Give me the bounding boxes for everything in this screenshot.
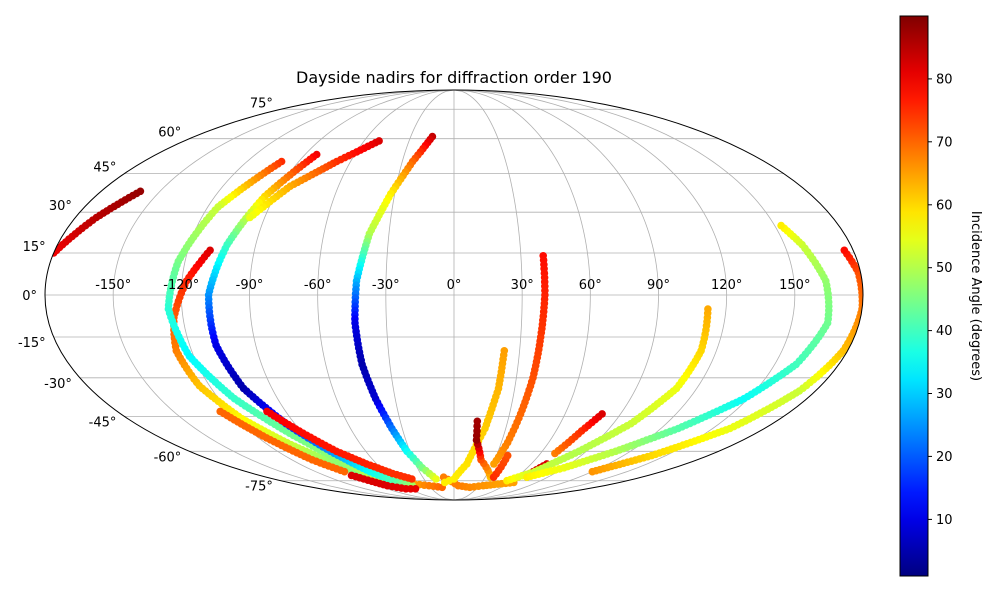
data-point xyxy=(500,347,509,355)
x-tick-label: -90° xyxy=(236,278,264,293)
data-point xyxy=(777,221,785,230)
y-tick-label: -15° xyxy=(18,336,46,351)
data-point xyxy=(704,305,712,313)
y-tick-label: 15° xyxy=(23,240,46,255)
colorbar-tick-label: 30 xyxy=(936,387,953,402)
data-point xyxy=(411,485,420,493)
x-tick-labels: -150° -120° -90° -60° -30° 0° 30° 60° 90° 120° 150… xyxy=(95,278,810,293)
colorbar-label: Incidence Angle (degrees) xyxy=(968,211,983,381)
y-tick-label: -30° xyxy=(44,377,72,392)
colorbar-tick-label: 10 xyxy=(936,513,953,528)
data-point xyxy=(598,410,606,418)
data-points xyxy=(49,132,863,493)
colorbar-gradient xyxy=(899,15,929,577)
y-tick-label: 75° xyxy=(250,96,273,111)
x-tick-label: 60° xyxy=(579,278,602,293)
x-tick-label: -150° xyxy=(95,278,131,293)
x-tick-label: 30° xyxy=(511,278,534,293)
colorbar-tick-label: 80 xyxy=(936,72,953,87)
x-tick-label: -30° xyxy=(372,278,400,293)
colorbar-tick-label: 20 xyxy=(936,450,953,465)
x-tick-label: 90° xyxy=(647,278,670,293)
x-tick-label: 120° xyxy=(711,278,742,293)
colorbar-tick-label: 50 xyxy=(936,261,953,276)
data-point xyxy=(840,246,849,255)
y-tick-labels: 75° 60° 45° 30° 15° 0° -15° -30° -45° -60° -75° xyxy=(18,96,273,494)
y-tick-label: 0° xyxy=(22,289,37,304)
colorbar-tick-label: 40 xyxy=(936,324,953,339)
map-frame xyxy=(44,89,864,501)
data-point xyxy=(340,467,349,476)
colorbar-ticks: 10 20 30 40 50 60 70 80 xyxy=(928,72,953,528)
data-point xyxy=(246,213,254,222)
data-point xyxy=(503,451,512,460)
y-tick-label: 45° xyxy=(93,161,116,176)
y-tick-label: 60° xyxy=(158,126,181,141)
chart-title: Dayside nadirs for diffraction order 190 xyxy=(296,68,612,87)
x-tick-label: 150° xyxy=(779,278,810,293)
data-point xyxy=(490,460,498,468)
y-tick-label: -75° xyxy=(245,480,273,495)
colorbar-tick-label: 70 xyxy=(936,135,953,150)
colorbar-tick-label: 60 xyxy=(936,198,953,213)
x-tick-label: -120° xyxy=(163,278,199,293)
colorbar: 10 20 30 40 50 60 70 80 Incidence Angle (degree… xyxy=(899,15,983,577)
y-tick-label: -60° xyxy=(154,450,182,465)
x-tick-label: -60° xyxy=(304,278,332,293)
y-tick-label: 30° xyxy=(49,199,72,214)
data-point xyxy=(408,475,416,483)
x-tick-label: 0° xyxy=(447,278,462,293)
data-point xyxy=(473,417,482,426)
y-tick-label: -45° xyxy=(89,415,117,430)
data-point xyxy=(136,187,145,196)
data-point xyxy=(432,475,440,483)
